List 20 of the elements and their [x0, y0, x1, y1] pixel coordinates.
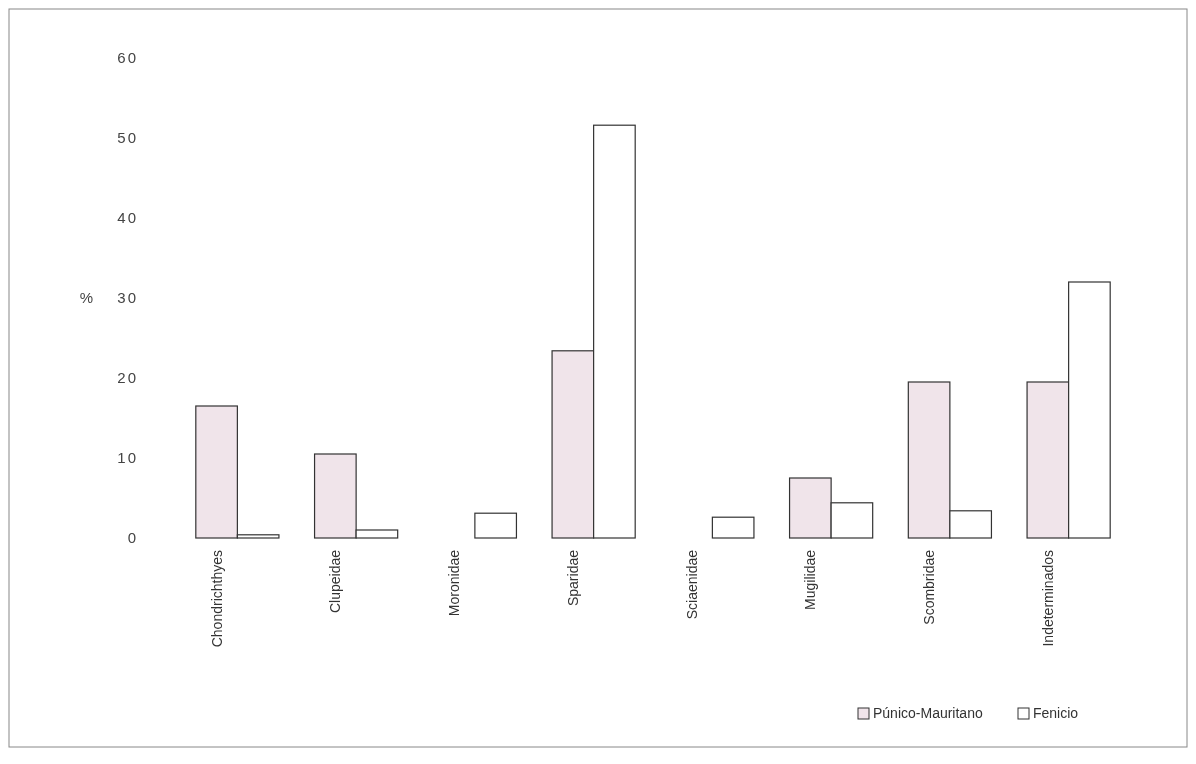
x-tick-label: Mugilidae [802, 549, 819, 610]
y-tick-label: 10 [117, 449, 138, 467]
x-tick-label: Indeterminados [1039, 550, 1056, 647]
y-tick-label: 60 [117, 49, 138, 67]
y-tick-label: 30 [117, 289, 138, 307]
y-axis-title: % [79, 289, 93, 307]
x-tick-label: Scombridae [921, 549, 938, 625]
x-tick-label: Moronidae [446, 549, 463, 617]
bar [474, 512, 518, 539]
y-tick-label: 20 [117, 369, 138, 387]
y-tick-label: 40 [117, 209, 138, 227]
legend-label: Púnico-Mauritano [873, 705, 983, 721]
legend-label: Fenicio [1033, 705, 1079, 721]
bar [711, 516, 755, 539]
x-tick-label: Clupeidae [327, 549, 344, 614]
y-tick-label: 0 [127, 529, 138, 547]
x-tick-label: Sparidae [564, 549, 581, 607]
x-tick-label: Chondrichthyes [208, 550, 225, 648]
x-tick-label: Sciaenidae [683, 549, 700, 620]
y-tick-label: 50 [117, 129, 138, 147]
